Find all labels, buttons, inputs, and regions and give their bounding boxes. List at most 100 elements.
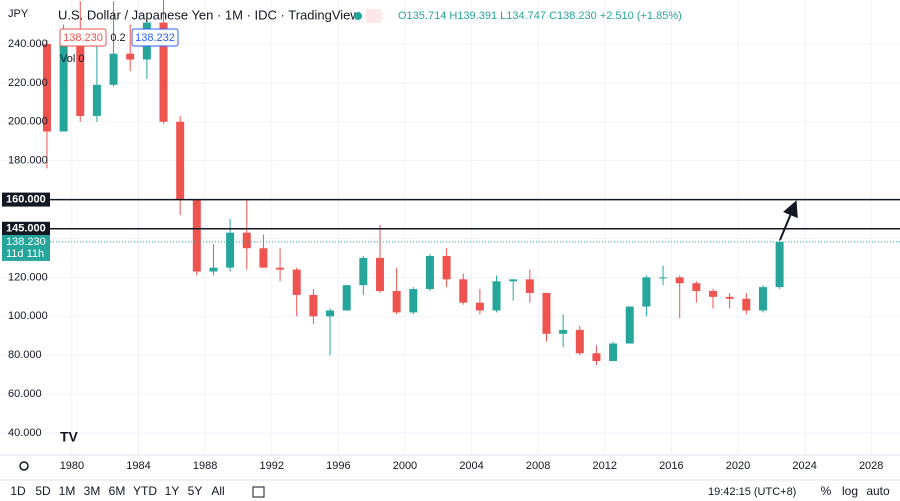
y-tick-label: 60.000 [8,388,42,400]
volume: Vol 0 [60,53,84,65]
candle-body [309,294,318,317]
y-tick-label: 100.000 [8,310,48,322]
buy-price[interactable]: 138.232 [135,32,175,44]
y-tick-label: 120.000 [8,271,48,283]
x-tick-label: 2024 [792,460,816,472]
candle-body [192,199,201,272]
candle-body [76,43,85,116]
candle-body [742,298,751,311]
annotation-arrow [779,200,798,241]
candle-body [276,267,285,270]
candle-body [326,310,335,317]
y-tick-label: 180.000 [8,155,48,167]
candle-body [109,53,118,85]
candle-body [342,285,351,311]
timeframe-button[interactable]: 6M [109,484,126,498]
candle-body [709,291,718,297]
timeframe-button[interactable]: 1M [59,484,76,498]
candle-body [442,255,451,280]
candle-body [409,289,418,313]
candle-body [259,248,268,268]
clock: 19:42:15 (UTC+8) [708,486,796,498]
timeframe-button[interactable]: 1D [10,484,26,498]
candle-body [592,353,601,362]
candle-body [675,277,684,284]
candle-body [126,53,135,60]
timeframe-button[interactable]: 5Y [188,484,203,498]
ohlc: O135.714 H139.391 L134.747 C138.230 +2.5… [398,10,682,22]
countdown: 11d 11h [6,248,44,260]
candle-body [392,291,401,313]
candle-body [209,267,218,272]
x-tick-label: 2000 [393,460,417,472]
x-tick-label: 1992 [260,460,284,472]
candle-body [575,329,584,354]
candle-body [492,281,501,311]
sell-price[interactable]: 138.230 [63,32,103,44]
status-badge [366,9,382,23]
calendar-icon[interactable] [252,486,265,498]
y-tick-label: 80.000 [8,349,42,361]
logo: TV [60,429,79,445]
candle-body [425,255,434,290]
x-tick-label: 2028 [859,460,883,472]
timeframe-button[interactable]: All [211,484,224,498]
candle-body [42,43,51,132]
settings-icon[interactable] [19,461,29,471]
x-tick-label: 2004 [459,460,483,472]
candle-body [226,232,235,268]
y-tick-label: 40.000 [8,427,42,439]
candle-body [775,241,784,288]
x-tick-label: 2020 [726,460,750,472]
scale-option[interactable]: log [842,484,858,498]
candle-body [242,232,251,249]
candle-body [692,283,701,292]
candle-body [59,43,68,132]
candle-body [92,84,101,116]
last-price-label: 138.230 [6,236,46,248]
y-tick-label: 240.000 [8,38,48,50]
price-label: 145.000 [6,223,46,235]
x-tick-label: 1988 [193,460,217,472]
candle-body [525,279,534,293]
candle-body [375,257,384,292]
candle-body [559,329,568,334]
status-dot [354,12,362,20]
x-tick-label: 1980 [60,460,84,472]
x-tick-label: 1984 [126,460,150,472]
timeframe-button[interactable]: 3M [84,484,101,498]
candle-body [359,257,368,286]
sell-box[interactable] [59,28,107,47]
candle-body [509,279,518,282]
price-label: 160.000 [6,193,46,205]
candle-body [659,277,668,279]
candle-body [725,296,734,299]
price-label-box [2,192,50,207]
candle-body [475,302,484,311]
scale-option[interactable]: % [821,484,832,498]
x-tick-label: 2008 [526,460,550,472]
candle-body [159,22,168,122]
symbol[interactable]: JPY [8,8,29,20]
price-label-box [2,221,50,236]
candle-body [542,292,551,334]
buy-box[interactable] [131,28,179,47]
candle-body [176,121,185,200]
x-tick-label: 1996 [326,460,350,472]
candle-body [758,287,767,311]
spread: 0.2 [110,32,125,44]
candle-body [642,277,651,307]
candle-body [459,279,468,303]
last-price-box [2,234,50,261]
candle-body [292,269,301,295]
timeframe-button[interactable]: 5D [35,484,51,498]
x-tick-label: 2016 [659,460,683,472]
candle-body [625,306,634,344]
y-tick-label: 220.000 [8,77,48,89]
timeframe-button[interactable]: 1Y [165,484,180,498]
candle-body [609,343,618,362]
scale-option[interactable]: auto [866,484,890,498]
timeframe-button[interactable]: YTD [133,484,157,498]
